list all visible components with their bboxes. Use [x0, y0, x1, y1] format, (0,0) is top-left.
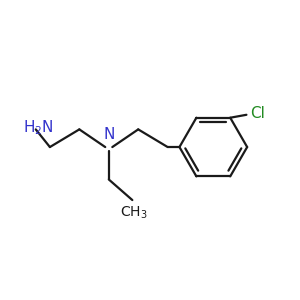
- Text: H$_2$N: H$_2$N: [23, 118, 54, 137]
- Text: Cl: Cl: [250, 106, 265, 121]
- Text: CH$_3$: CH$_3$: [120, 205, 148, 221]
- Text: N: N: [103, 127, 115, 142]
